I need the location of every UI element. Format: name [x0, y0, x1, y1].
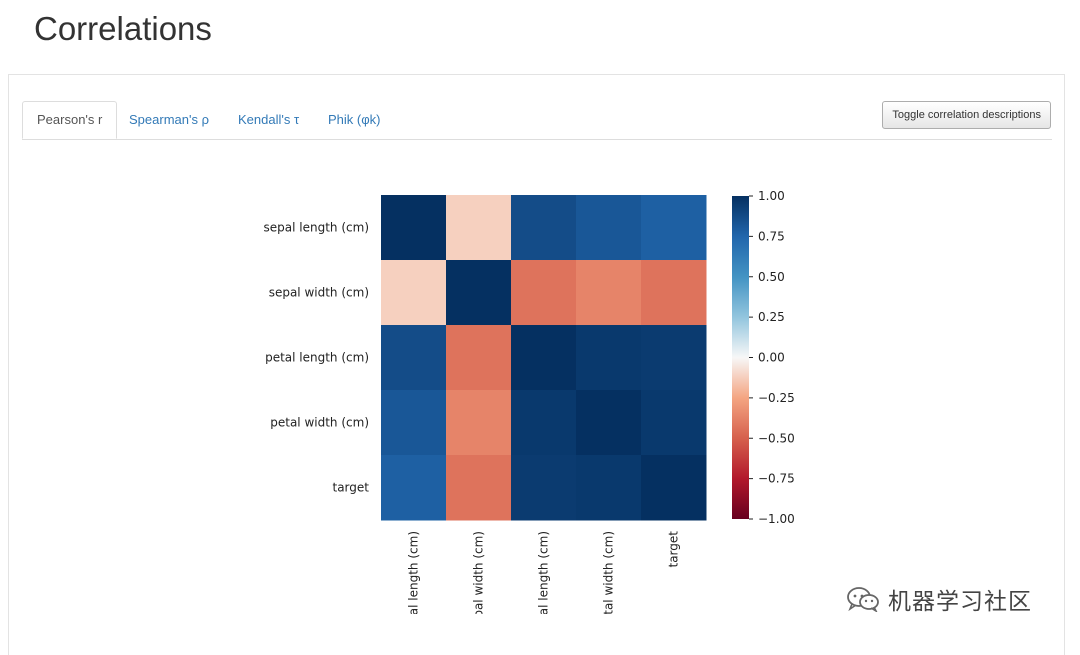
colorbar-tick-label: 0.00 — [758, 351, 785, 365]
heatmap-cell — [576, 325, 642, 391]
row-label: target — [333, 481, 370, 495]
heatmap-cell — [641, 195, 707, 261]
colorbar-tick-label: 1.00 — [758, 189, 785, 203]
colorbar-tick-label: −0.50 — [758, 431, 795, 445]
heatmap-cell — [446, 455, 512, 521]
tab-spearman[interactable]: Spearman's ρ — [129, 112, 209, 127]
heatmap-cell — [381, 455, 447, 521]
tab-phik[interactable]: Phik (φk) — [328, 112, 381, 127]
row-label: petal width (cm) — [270, 416, 369, 430]
heatmap-column-labels: al length (cm) pal width (cm) al length (c… — [407, 531, 681, 618]
colorbar-tick-label: −0.25 — [758, 391, 795, 405]
heatmap-cells — [381, 195, 707, 521]
heatmap-cell — [381, 390, 447, 456]
page-title: Correlations — [34, 10, 212, 47]
heatmap-cell — [446, 390, 512, 456]
heatmap-cell — [446, 260, 512, 326]
row-label: sepal length (cm) — [264, 221, 369, 235]
heatmap-cell — [511, 195, 577, 261]
heatmap-cell — [576, 455, 642, 521]
column-label: target — [667, 531, 681, 568]
heatmap-cell — [381, 325, 447, 391]
heatmap-cell — [576, 390, 642, 456]
heatmap-cell — [641, 325, 707, 391]
toggle-correlation-descriptions-button[interactable]: Toggle correlation descriptions — [882, 101, 1051, 129]
heatmap-cell — [511, 325, 577, 391]
colorbar-tick-label: −0.75 — [758, 472, 795, 486]
heatmap-cell — [511, 390, 577, 456]
heatmap-cell — [511, 455, 577, 521]
wechat-icon — [847, 587, 879, 612]
heatmap-cell — [381, 195, 447, 261]
watermark-text: 机器学习社区 — [888, 589, 1032, 615]
heatmap-cell — [576, 260, 642, 326]
tab-kendall[interactable]: Kendall's τ — [238, 112, 300, 127]
column-label: al length (cm) — [407, 531, 421, 615]
column-label: tal width (cm) — [602, 531, 616, 615]
heatmap-cell — [641, 260, 707, 326]
colorbar-tick-label: 0.50 — [758, 270, 785, 284]
colorbar-tick-label: −1.00 — [758, 512, 795, 526]
column-label: pal width (cm) — [472, 531, 486, 618]
colorbar — [732, 196, 749, 519]
row-label: petal length (cm) — [265, 351, 369, 365]
heatmap-cell — [641, 455, 707, 521]
correlation-tabs: Pearson's r Spearman's ρ Kendall's τ Phi… — [22, 101, 1052, 140]
heatmap-cell — [576, 195, 642, 261]
row-label: sepal width (cm) — [269, 286, 369, 300]
heatmap-cell — [446, 325, 512, 391]
colorbar-ticks: 1.00 0.75 0.50 0.25 0.00 −0.25 −0.50 −0.75 −1.00 — [749, 189, 795, 526]
heatmap-row-labels: sepal length (cm) sepal width (cm) petal l… — [264, 221, 370, 495]
colorbar-tick-label: 0.25 — [758, 310, 785, 324]
column-label: al length (cm) — [537, 531, 551, 615]
heatmap-cell — [641, 390, 707, 456]
watermark: 机器学习社区 — [846, 584, 1032, 615]
heatmap-cell — [381, 260, 447, 326]
tab-pearson[interactable]: Pearson's r — [22, 101, 118, 139]
colorbar-tick-label: 0.75 — [758, 229, 785, 243]
heatmap-cell — [446, 195, 512, 261]
heatmap-cell — [511, 260, 577, 326]
